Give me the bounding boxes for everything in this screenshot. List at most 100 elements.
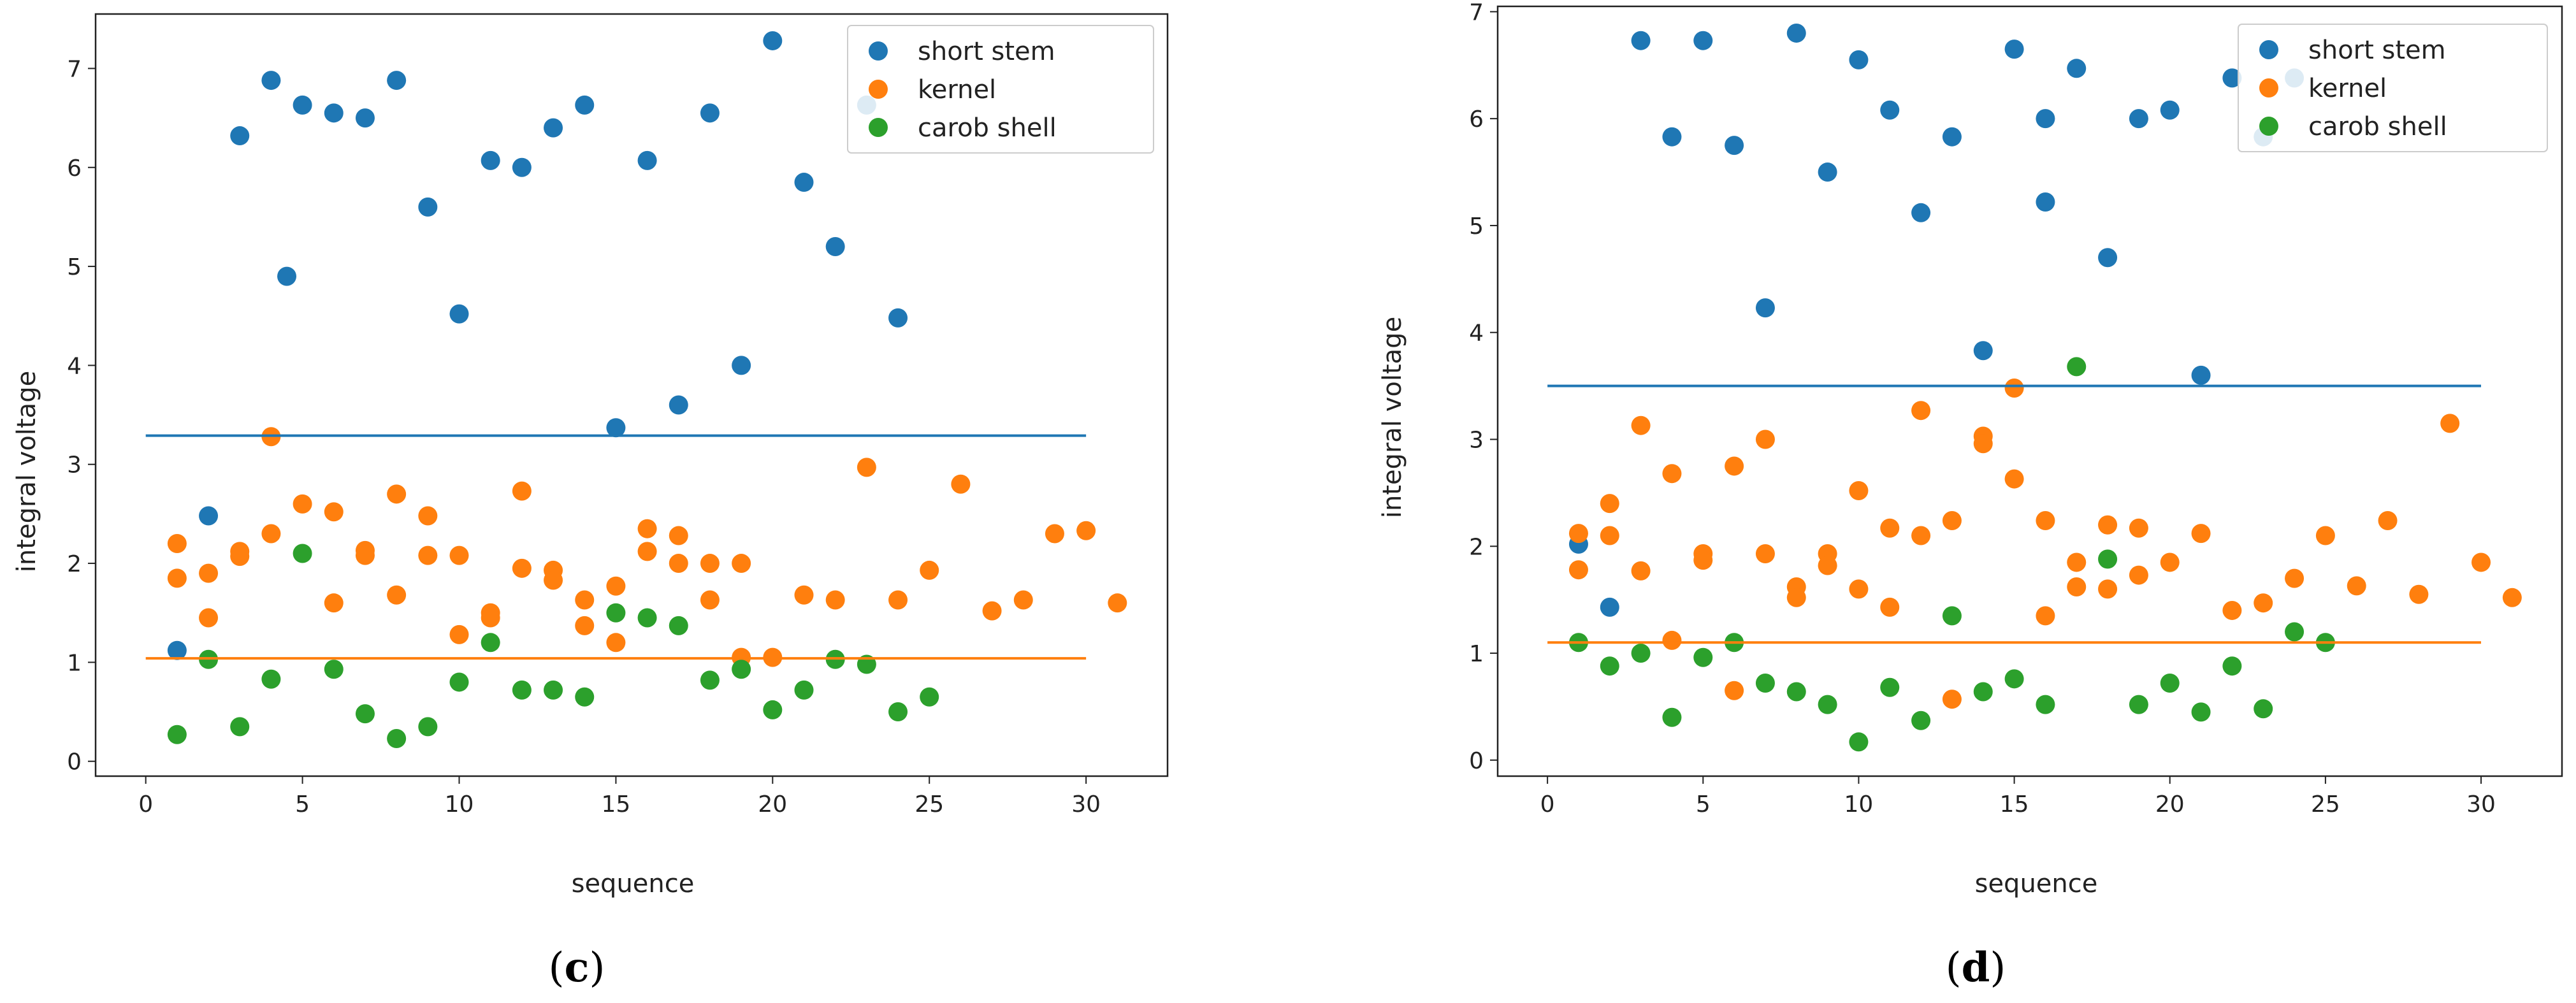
carob-shell-point (481, 633, 500, 653)
short-stem-point (575, 95, 595, 115)
carob-shell-point (261, 669, 281, 689)
x-axis-label: sequence (1975, 869, 2098, 898)
kernel-point (261, 524, 281, 544)
y-tick-label: 5 (1469, 213, 1484, 240)
y-tick-label: 7 (1469, 0, 1484, 25)
y-tick-label: 7 (67, 56, 82, 82)
short-stem-point (1600, 597, 1619, 617)
short-stem-point (1973, 341, 1993, 361)
y-tick-label: 1 (1469, 641, 1484, 667)
short-stem-point (2067, 59, 2087, 78)
short-stem-point (1880, 100, 1900, 120)
kernel-point (1631, 415, 1651, 435)
kernel-point (418, 545, 438, 565)
kernel-point (1818, 556, 1837, 575)
kernel-point (1880, 597, 1900, 617)
legend: short stem kernel carob shell (2238, 24, 2548, 152)
short-stem-point (418, 197, 438, 217)
panel-label-c: (c) (549, 944, 605, 992)
kernel-point (2440, 414, 2460, 433)
kernel-point (2036, 606, 2055, 626)
y-tick-label: 6 (67, 155, 82, 182)
carob-shell-point (606, 603, 626, 623)
short-stem-point (324, 103, 344, 123)
short-stem-point (512, 157, 532, 177)
kernel-point (449, 545, 469, 565)
kernel-point (1755, 544, 1775, 564)
carob-shell-point (167, 725, 187, 744)
kernel-point (1942, 511, 1962, 531)
kernel-point (230, 542, 250, 561)
kernel-point (544, 570, 563, 590)
x-tick-label: 30 (1071, 791, 1101, 818)
kernel-point (2004, 378, 2024, 398)
short-stem-point (277, 266, 297, 286)
legend-marker (2259, 117, 2278, 136)
short-stem-point (1818, 162, 1837, 182)
kernel-point (1013, 590, 1033, 610)
kernel-point (888, 590, 908, 610)
x-tick-label: 5 (1696, 791, 1711, 818)
carob-shell-point (2285, 622, 2305, 642)
short-stem-point (2036, 192, 2055, 212)
carob-shell-point (732, 660, 751, 679)
x-tick-label: 30 (2466, 791, 2496, 818)
legend-box (2238, 24, 2548, 152)
kernel-point (1725, 456, 1744, 476)
short-stem-point (1755, 298, 1775, 318)
carob-shell-point (1631, 644, 1651, 663)
short-stem-point (1911, 203, 1931, 222)
x-tick-label: 0 (138, 791, 153, 818)
kernel-point (387, 585, 407, 605)
carob-shell-point (449, 672, 469, 692)
short-stem-point (763, 31, 783, 50)
kernel-point (2067, 552, 2087, 572)
kernel-point (324, 593, 344, 613)
chart-panel-c: integral voltage sequence (c) 0 5 10 15 20 25… (12, 13, 1169, 992)
carob-shell-point (700, 670, 720, 690)
short-stem-point (449, 304, 469, 324)
legend-label: carob shell (918, 113, 1057, 143)
kernel-point (1600, 494, 1619, 514)
legend-marker (2259, 40, 2278, 59)
short-stem-point (1942, 127, 1962, 147)
short-stem-point (1662, 127, 1682, 147)
carob-shell-point (575, 687, 595, 707)
kernel-point (1973, 434, 1993, 454)
kernel-point (1849, 579, 1869, 599)
kernel-point (794, 585, 814, 605)
legend-marker (869, 118, 888, 137)
legend-label: short stem (918, 37, 1055, 66)
carob-shell-point (2067, 357, 2087, 377)
carob-shell-point (355, 704, 375, 724)
x-tick-label: 10 (445, 791, 474, 818)
legend-label: kernel (2308, 74, 2387, 103)
kernel-point (512, 558, 532, 578)
kernel-point (951, 474, 971, 494)
kernel-point (293, 494, 312, 514)
short-stem-point (167, 640, 187, 660)
plot-frame (94, 13, 1169, 777)
carob-shell-point (387, 728, 407, 748)
y-tick-label: 3 (1469, 428, 1484, 454)
kernel-point (1631, 561, 1651, 581)
x-tick-label: 10 (1844, 791, 1874, 818)
kernel-point (418, 506, 438, 526)
short-stem-point (732, 356, 751, 375)
kernel-point (1849, 481, 1869, 501)
short-stem-point (1786, 23, 1806, 43)
carob-shell-point (2222, 656, 2242, 676)
kernel-point (2004, 469, 2024, 489)
kernel-point (2254, 593, 2273, 613)
kernel-point (606, 633, 626, 653)
legend-marker (2259, 78, 2278, 97)
y-tick-label: 6 (1469, 106, 1484, 133)
kernel-point (1880, 518, 1900, 538)
kernel-point (825, 590, 845, 610)
kernel-point (920, 560, 939, 580)
y-tick-label: 2 (1469, 534, 1484, 560)
carob-shell-point (763, 700, 783, 719)
kernel-point (2191, 524, 2211, 544)
kernel-point (2471, 552, 2491, 572)
